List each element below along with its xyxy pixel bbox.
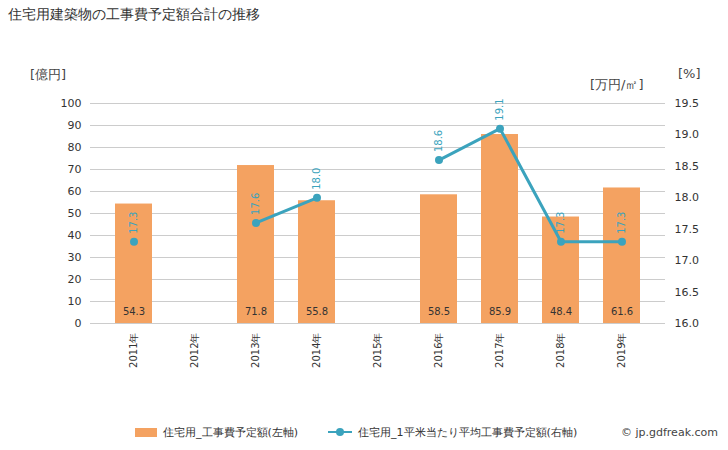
- svg-text:30: 30: [68, 251, 82, 264]
- svg-text:18.6: 18.6: [433, 130, 444, 152]
- svg-text:16.0: 16.0: [675, 317, 700, 330]
- svg-text:40: 40: [68, 229, 82, 242]
- svg-text:54.3: 54.3: [123, 306, 145, 317]
- svg-text:100: 100: [61, 97, 82, 110]
- html-text:住宅用_1平米当たり平均工事費予定額(右軸): 住宅用_1平米当たり平均工事費予定額(右軸): [358, 425, 578, 439]
- svg-text:58.5: 58.5: [428, 306, 450, 317]
- html-text:© jp.gdfreak.com: © jp.gdfreak.com: [621, 425, 718, 439]
- svg-text:2012年: 2012年: [189, 333, 200, 368]
- svg-text:2014年: 2014年: [311, 333, 322, 368]
- svg-text:18.0: 18.0: [311, 168, 322, 190]
- svg-text:18.5: 18.5: [675, 160, 700, 173]
- svg-text:55.8: 55.8: [306, 306, 328, 317]
- svg-text:17.6: 17.6: [250, 193, 261, 215]
- svg-text:80: 80: [68, 141, 82, 154]
- svg-text:2018年: 2018年: [555, 333, 566, 368]
- svg-text:60: 60: [68, 185, 82, 198]
- svg-text:2011年: 2011年: [128, 333, 139, 368]
- svg-text:19.5: 19.5: [675, 97, 700, 110]
- html-text:住宅用_工事費予定額(左軸): 住宅用_工事費予定額(左軸): [163, 425, 299, 439]
- svg-text:17.5: 17.5: [675, 223, 700, 236]
- svg-text:16.5: 16.5: [675, 286, 700, 299]
- svg-text:2015年: 2015年: [372, 333, 383, 368]
- svg-text:50: 50: [68, 207, 82, 220]
- svg-text:18.0: 18.0: [675, 191, 700, 204]
- svg-text:17.3: 17.3: [555, 212, 566, 234]
- html-text:[億円]: [億円]: [30, 67, 67, 82]
- svg-text:61.6: 61.6: [611, 306, 633, 317]
- svg-text:70: 70: [68, 163, 82, 176]
- svg-text:0: 0: [75, 317, 82, 330]
- svg-text:2016年: 2016年: [433, 333, 444, 368]
- svg-text:19.1: 19.1: [494, 98, 505, 120]
- svg-text:20: 20: [68, 273, 82, 286]
- svg-text:19.0: 19.0: [675, 128, 700, 141]
- svg-text:85.9: 85.9: [489, 306, 511, 317]
- svg-text:10: 10: [68, 295, 82, 308]
- svg-text:2019年: 2019年: [616, 333, 627, 368]
- svg-text:2017年: 2017年: [494, 333, 505, 368]
- svg-text:90: 90: [68, 119, 82, 132]
- svg-text:2013年: 2013年: [250, 333, 261, 368]
- svg-text:48.4: 48.4: [550, 306, 572, 317]
- svg-text:17.0: 17.0: [675, 254, 700, 267]
- html-text:[万円/㎡]: [万円/㎡]: [590, 77, 644, 92]
- svg-text:17.3: 17.3: [128, 212, 139, 234]
- svg-text:17.3: 17.3: [616, 212, 627, 234]
- svg-text:71.8: 71.8: [245, 306, 267, 317]
- html-text:住宅用建築物の工事費予定額合計の推移: 住宅用建築物の工事費予定額合計の推移: [8, 6, 260, 22]
